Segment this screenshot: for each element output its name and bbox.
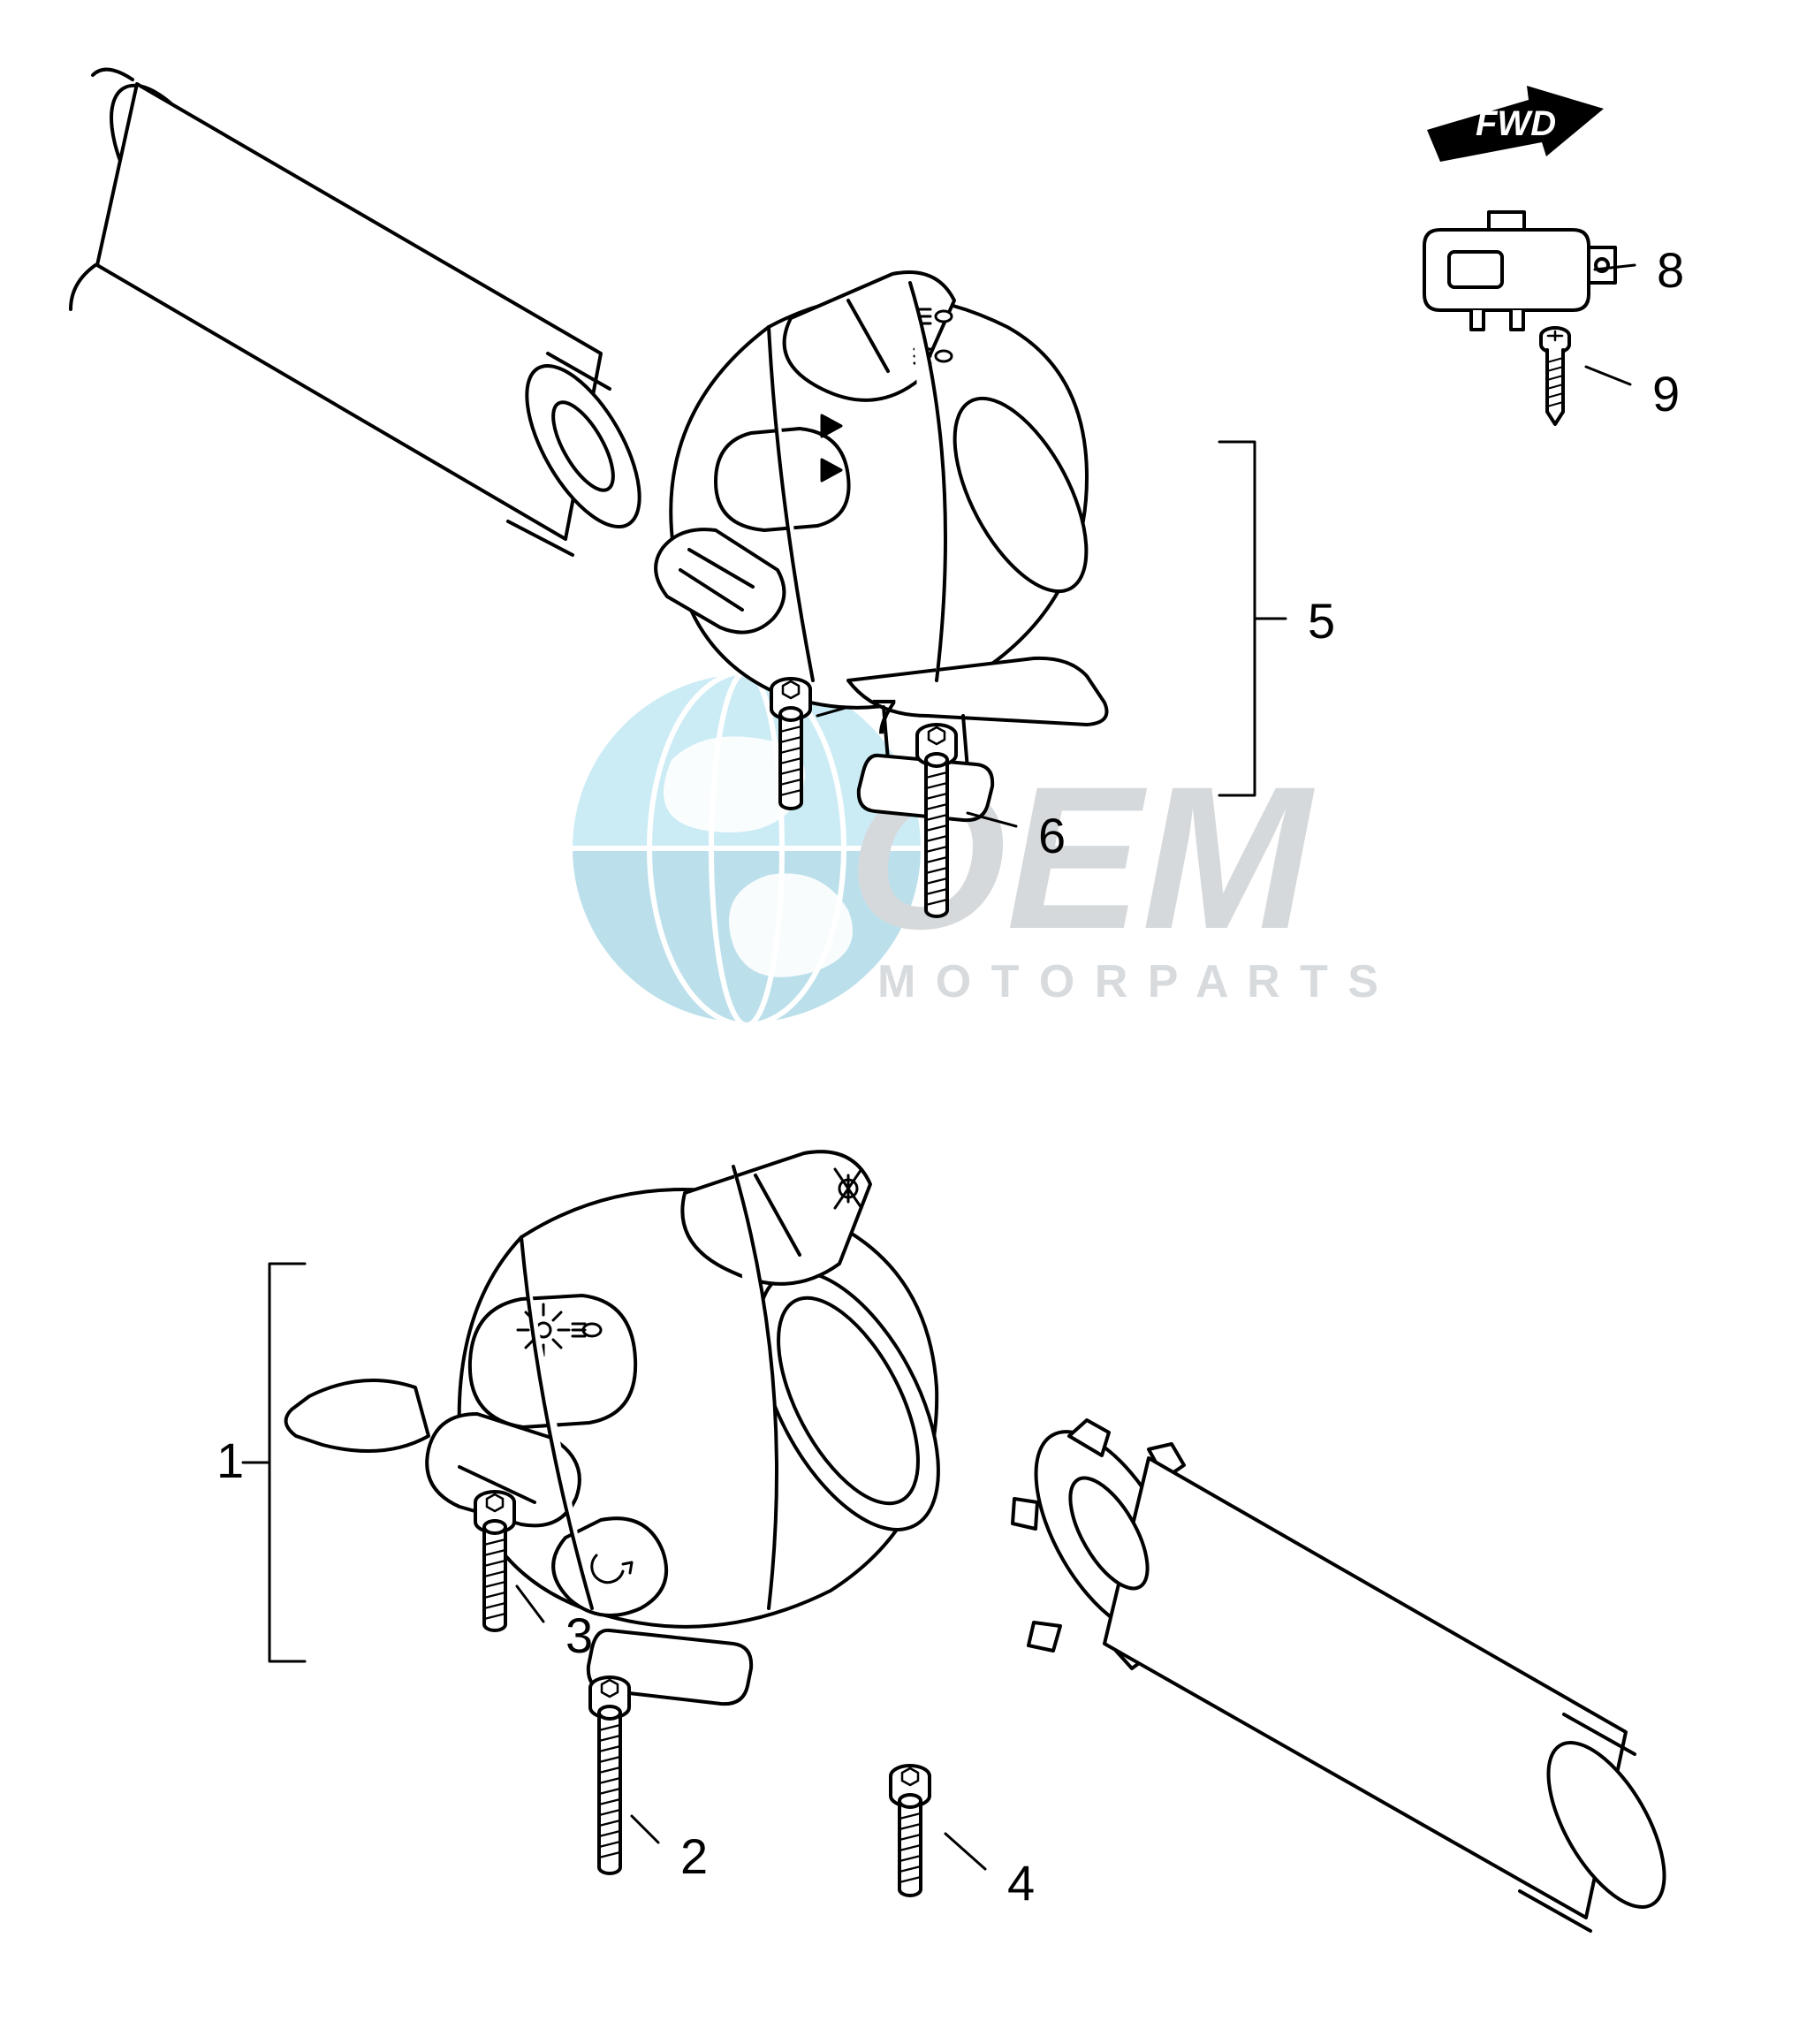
- callout-1: 1: [216, 1432, 244, 1489]
- right-switch-housing: [286, 1151, 975, 1704]
- callout-2: 2: [680, 1827, 708, 1885]
- fwd-arrow-icon: FWD: [1423, 75, 1608, 163]
- screw-2: [590, 1677, 629, 1873]
- callout-9: 9: [1652, 365, 1680, 422]
- screw-4: [891, 1766, 930, 1896]
- lineart-svg: [0, 0, 1814, 2044]
- left-grip: [71, 67, 662, 555]
- screw-7: [771, 679, 810, 809]
- parts-diagram: OEM M O T O R P A R T S: [0, 0, 1814, 2044]
- screw-9: [1541, 328, 1569, 424]
- callout-3: 3: [565, 1607, 593, 1664]
- callout-6: 6: [1038, 807, 1066, 864]
- callout-8: 8: [1657, 241, 1684, 299]
- relay-8: [1424, 212, 1615, 330]
- callout-4: 4: [1007, 1854, 1035, 1911]
- callout-5: 5: [1308, 592, 1335, 650]
- callout-7: 7: [870, 688, 898, 745]
- fwd-label: FWD: [1476, 104, 1556, 143]
- right-grip: [1006, 1409, 1688, 1931]
